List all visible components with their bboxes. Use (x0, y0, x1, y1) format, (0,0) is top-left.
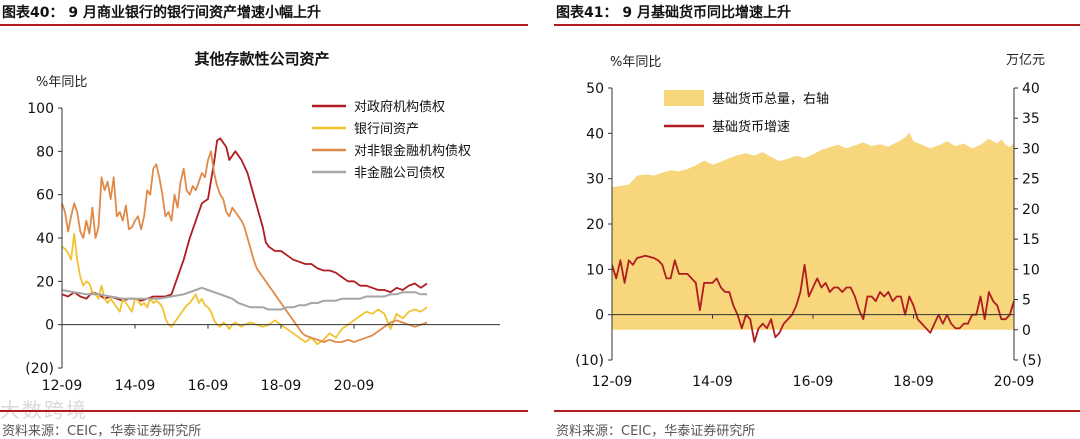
series-line-0 (61, 137, 428, 302)
y-axis-label: %年同比 (36, 75, 87, 90)
chart-title: 其他存款性公司资产 (194, 50, 329, 68)
right-bottom-rule (554, 410, 1080, 412)
y-tick-label: 0 (45, 318, 54, 334)
y-axis-label-right: 万亿元 (1006, 53, 1045, 68)
line-series-base-money-growth (611, 254, 1015, 343)
y-tick-label-right: (5) (1022, 353, 1042, 369)
series-line-2 (61, 150, 428, 343)
legend-label: 基础货币增速 (712, 119, 790, 135)
x-tick-label: 18-09 (261, 378, 302, 394)
y-tick-label-left: 10 (586, 262, 604, 278)
right-area-line-chart: %年同比 万亿元 50403020100(10)4035302520151050… (575, 53, 1045, 390)
right-figure-title: 图表41： 9 月基础货币同比增速上升 (556, 5, 791, 21)
left-bottom-rule (0, 410, 528, 412)
y-tick-label: 40 (36, 231, 54, 247)
series-line-3 (61, 286, 427, 311)
y-tick-label: 60 (36, 188, 54, 204)
y-tick-label-right: 0 (1022, 323, 1031, 339)
left-figure-title: 图表40： 9 月商业银行的银行间资产增速小幅上升 (2, 5, 321, 21)
legend-swatch-area (664, 90, 704, 106)
x-tick-label: 16-09 (793, 374, 834, 390)
legend-label: 对政府机构债权 (354, 99, 445, 115)
legend-label: 非金融公司债权 (354, 165, 445, 181)
x-tick-label: 12-09 (42, 378, 83, 394)
y-tick-label-right: 15 (1022, 232, 1040, 248)
y-tick-label-right: 25 (1022, 172, 1040, 188)
x-tick-label: 12-09 (592, 374, 633, 390)
y-tick-label-right: 10 (1022, 262, 1040, 278)
y-tick-label: 80 (36, 144, 54, 160)
right-figure-panel: 图表41： 9 月基础货币同比增速上升 %年同比 万亿元 50 40 30 20 10 0… (554, 0, 1080, 439)
y-tick-label-left: 40 (586, 126, 604, 142)
y-tick-label-right: 20 (1022, 202, 1040, 218)
area-series-base-money (612, 132, 1014, 330)
watermark-text: 大数跨境 (0, 398, 88, 422)
y-tick-label-left: 20 (586, 217, 604, 233)
y-tick-label: 100 (27, 101, 54, 117)
y-tick-label-right: 5 (1022, 293, 1031, 309)
x-tick-label: 18-09 (893, 374, 934, 390)
y-tick-label-right: 35 (1022, 111, 1040, 127)
legend-label: 银行间资产 (354, 122, 419, 137)
right-source-note: 资料来源：CEIC，华泰证券研究所 (556, 424, 756, 439)
y-tick-label-left: 30 (586, 172, 604, 188)
y-tick-label-left: 0 (595, 308, 604, 324)
y-tick-label: 20 (36, 274, 54, 290)
y-tick-label-left: 50 (586, 81, 604, 97)
x-tick-label: 14-09 (115, 378, 156, 394)
left-figure-panel: 图表40： 9 月商业银行的银行间资产增速小幅上升 其他存款性公司资产 %年同比… (0, 0, 528, 439)
y-tick-label-right: 30 (1022, 141, 1040, 157)
x-tick-label: 20-09 (994, 374, 1035, 390)
legend-label: 对非银金融机构债权 (354, 143, 471, 159)
left-line-chart: 其他存款性公司资产 %年同比 100 80 60 40 20 0 (20)12-09 14-0… (25, 50, 500, 394)
y-tick-label-left: (10) (575, 353, 604, 369)
x-tick-label: 20-09 (334, 378, 375, 394)
legend-label: 基础货币总量，右轴 (712, 91, 829, 107)
y-tick-label-right: 40 (1022, 81, 1040, 97)
right-top-rule (554, 24, 1080, 26)
series-line-1 (61, 232, 428, 346)
left-top-rule (0, 24, 528, 26)
y-tick-label: (20) (25, 361, 54, 377)
y-axis-label-left: %年同比 (610, 55, 661, 70)
left-source-note: 资料来源：CEIC，华泰证券研究所 (2, 424, 202, 439)
x-tick-label: 14-09 (692, 374, 733, 390)
x-tick-label: 16-09 (188, 378, 229, 394)
